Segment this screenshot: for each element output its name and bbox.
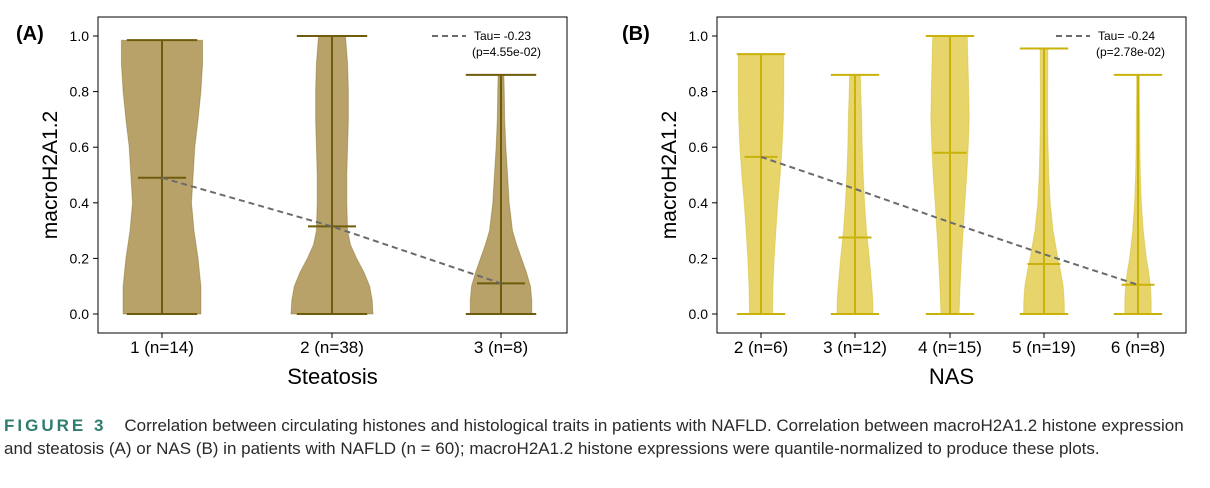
legend-label: Tau= -0.23 — [474, 29, 531, 43]
x-tick-label: 6 (n=8) — [1111, 338, 1165, 357]
x-tick-label: 3 (n=8) — [474, 338, 528, 357]
legend-pvalue: (p=4.55e-02) — [472, 45, 541, 59]
x-tick-label: 2 (n=6) — [734, 338, 788, 357]
y-tick-label: 1.0 — [689, 28, 709, 44]
x-tick-label: 3 (n=12) — [823, 338, 887, 357]
trend-line — [760, 155, 1139, 286]
figure-canvas: 0.0 0.2 0.4 0.6 0.8 1.0 1 (n=14) 2 (n=38) 3 (n=8… — [16, 16, 1187, 389]
y-tick-label: 0.2 — [689, 250, 709, 266]
legend-pvalue: (p=2.78e-02) — [1096, 45, 1165, 59]
x-tick-label: 2 (n=38) — [300, 338, 364, 357]
trend-line — [161, 176, 502, 285]
panel-label: (B) — [622, 23, 650, 45]
y-axis-label: macroH2A1.2 — [39, 111, 62, 239]
plot-frame — [716, 16, 1187, 334]
y-tick-label: 0.4 — [70, 195, 90, 211]
legend-label: Tau= -0.24 — [1098, 29, 1155, 43]
y-tick-label: 0.0 — [70, 306, 90, 322]
figure-caption-block: FIGURE 3 Correlation between circulating … — [4, 414, 1204, 460]
x-tick-label: 1 (n=14) — [130, 338, 194, 357]
y-tick-label: 0.0 — [689, 306, 709, 322]
y-tick-label: 0.6 — [70, 139, 90, 155]
y-tick-label: 0.2 — [70, 250, 90, 266]
x-axis-label: NAS — [929, 364, 974, 389]
y-tick-label: 0.6 — [689, 139, 709, 155]
chart-panel-b: 0.0 0.2 0.4 0.6 0.8 1.0 2 (n=6) 3 (n=12) 4 (n=15… — [622, 16, 1187, 389]
figure-caption: Correlation between circulating histones… — [4, 416, 1184, 458]
chart-panel-a: 0.0 0.2 0.4 0.6 0.8 1.0 1 (n=14) 2 (n=38) 3 (n=8… — [16, 16, 568, 389]
x-axis-label: Steatosis — [287, 364, 378, 389]
y-tick-label: 0.4 — [689, 195, 709, 211]
y-tick-label: 1.0 — [70, 28, 90, 44]
x-tick-label: 4 (n=15) — [918, 338, 982, 357]
panel-label: (A) — [16, 23, 44, 45]
y-tick-label: 0.8 — [689, 84, 709, 100]
x-tick-label: 5 (n=19) — [1012, 338, 1076, 357]
y-axis-label: macroH2A1.2 — [658, 111, 681, 239]
y-tick-label: 0.8 — [70, 84, 90, 100]
figure-label: FIGURE 3 — [4, 416, 107, 435]
